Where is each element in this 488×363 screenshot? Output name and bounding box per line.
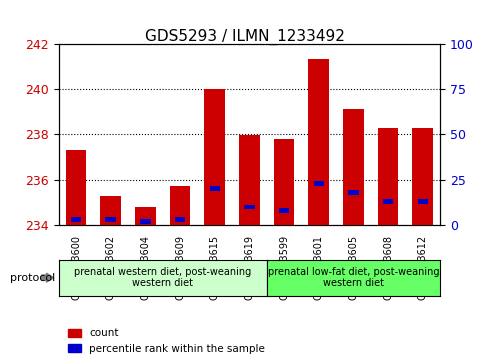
Text: prenatal low-fat diet, post-weaning
western diet: prenatal low-fat diet, post-weaning west…: [267, 267, 438, 289]
Bar: [308, 60, 328, 225]
Bar: [204, 89, 224, 225]
Bar: [417, 199, 427, 204]
Bar: [135, 207, 156, 225]
Text: protocol: protocol: [10, 273, 55, 283]
Bar: [71, 217, 81, 222]
Bar: [278, 208, 289, 213]
Bar: [342, 109, 363, 225]
Bar: [100, 196, 121, 225]
Bar: [382, 199, 392, 204]
Legend: count, percentile rank within the sample: count, percentile rank within the sample: [64, 324, 268, 358]
Bar: [313, 181, 323, 185]
Bar: [244, 205, 254, 209]
Text: prenatal western diet, post-weaning
western diet: prenatal western diet, post-weaning west…: [74, 267, 251, 289]
Bar: [239, 135, 259, 225]
Bar: [105, 217, 116, 222]
Bar: [209, 187, 220, 191]
Text: GDS5293 / ILMN_1233492: GDS5293 / ILMN_1233492: [144, 29, 344, 45]
Bar: [347, 190, 358, 195]
Bar: [169, 187, 190, 225]
Bar: [273, 139, 294, 225]
Bar: [65, 150, 86, 225]
Bar: [411, 127, 432, 225]
Bar: [377, 127, 398, 225]
Bar: [175, 217, 185, 222]
Bar: [140, 219, 150, 224]
